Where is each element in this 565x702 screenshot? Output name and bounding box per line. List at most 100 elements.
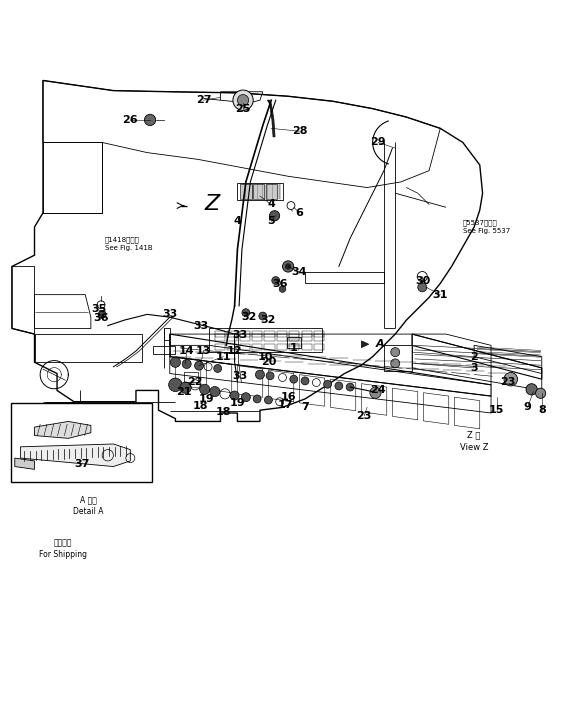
Circle shape — [253, 395, 261, 403]
Text: 重量部品
For Shipping: 重量部品 For Shipping — [38, 538, 86, 559]
Bar — [227, 334, 237, 341]
Circle shape — [536, 388, 546, 398]
Bar — [264, 334, 275, 341]
Circle shape — [145, 114, 156, 126]
Circle shape — [285, 264, 291, 270]
Text: A: A — [376, 339, 384, 349]
Text: 11: 11 — [216, 352, 231, 362]
Circle shape — [391, 359, 399, 368]
Text: 4: 4 — [233, 216, 241, 226]
Text: 13: 13 — [196, 346, 211, 356]
Bar — [215, 344, 225, 350]
Text: 18: 18 — [216, 407, 231, 417]
Circle shape — [335, 382, 343, 390]
Circle shape — [199, 384, 210, 395]
Circle shape — [346, 383, 354, 391]
Text: 25: 25 — [236, 104, 251, 114]
Text: 8: 8 — [538, 405, 546, 415]
Text: 35: 35 — [92, 304, 107, 314]
Text: 21: 21 — [176, 387, 192, 397]
Circle shape — [290, 376, 298, 383]
Circle shape — [264, 396, 272, 404]
Text: 37: 37 — [75, 458, 90, 469]
Bar — [252, 331, 262, 337]
Bar — [314, 344, 324, 350]
Text: 23: 23 — [500, 377, 516, 387]
Bar — [302, 344, 312, 350]
Bar — [277, 334, 287, 341]
Bar — [277, 331, 287, 337]
Text: 29: 29 — [371, 138, 386, 147]
Text: 26: 26 — [123, 115, 138, 125]
Circle shape — [237, 95, 249, 106]
Circle shape — [98, 310, 106, 318]
Text: 32: 32 — [241, 312, 257, 322]
Text: 22: 22 — [188, 377, 203, 387]
Circle shape — [180, 382, 191, 393]
Bar — [266, 184, 277, 199]
Bar — [253, 184, 264, 199]
Text: 33: 33 — [162, 310, 177, 319]
Circle shape — [233, 90, 253, 110]
Bar — [227, 331, 237, 337]
Circle shape — [210, 387, 220, 397]
Text: Z 視
View Z: Z 視 View Z — [460, 431, 488, 451]
Text: 7: 7 — [301, 402, 309, 412]
Text: 36: 36 — [93, 313, 109, 324]
Text: 6: 6 — [295, 208, 303, 218]
Bar — [252, 334, 262, 341]
Bar — [227, 344, 237, 350]
Polygon shape — [20, 444, 131, 467]
Circle shape — [255, 370, 264, 379]
Text: 9: 9 — [524, 402, 532, 412]
Bar — [215, 331, 225, 337]
Bar — [237, 183, 282, 200]
Bar — [240, 331, 250, 337]
Circle shape — [526, 384, 537, 395]
Text: 33: 33 — [233, 330, 248, 340]
Text: 30: 30 — [416, 276, 431, 286]
Text: 20: 20 — [260, 357, 276, 367]
Text: 34: 34 — [292, 267, 307, 277]
Circle shape — [282, 261, 294, 272]
Bar — [215, 334, 225, 341]
Bar — [314, 334, 324, 341]
Circle shape — [170, 357, 180, 367]
Text: Z: Z — [205, 194, 220, 215]
Bar — [289, 334, 299, 341]
Bar — [264, 344, 275, 350]
Circle shape — [214, 364, 221, 373]
Text: 4: 4 — [267, 199, 275, 209]
Circle shape — [504, 373, 518, 386]
Text: 3: 3 — [470, 363, 478, 373]
Circle shape — [418, 283, 427, 292]
Text: 17: 17 — [277, 399, 293, 409]
Circle shape — [182, 359, 191, 369]
Text: 5: 5 — [267, 216, 275, 226]
Bar — [287, 337, 301, 348]
Circle shape — [324, 380, 332, 388]
Circle shape — [242, 309, 250, 317]
Bar — [289, 331, 299, 337]
Bar — [252, 344, 262, 350]
Text: 23: 23 — [357, 411, 372, 420]
Polygon shape — [15, 458, 34, 470]
Bar — [264, 331, 275, 337]
Circle shape — [391, 347, 399, 357]
Text: 19: 19 — [199, 394, 214, 404]
Text: 27: 27 — [196, 95, 211, 105]
Text: A 詳細
Detail A: A 詳細 Detail A — [73, 496, 103, 517]
Bar — [11, 403, 152, 482]
Text: 10: 10 — [258, 352, 273, 362]
Circle shape — [279, 286, 286, 293]
Text: 19: 19 — [229, 398, 245, 408]
Polygon shape — [34, 421, 91, 438]
Text: 32: 32 — [260, 315, 276, 325]
Text: 2: 2 — [470, 352, 478, 362]
Text: 33: 33 — [193, 321, 208, 331]
Text: 図1418図参照
See Fig. 141B: 図1418図参照 See Fig. 141B — [105, 237, 153, 251]
Text: 16: 16 — [280, 392, 296, 402]
Bar — [184, 372, 198, 382]
Bar — [289, 344, 299, 350]
Circle shape — [241, 392, 250, 402]
